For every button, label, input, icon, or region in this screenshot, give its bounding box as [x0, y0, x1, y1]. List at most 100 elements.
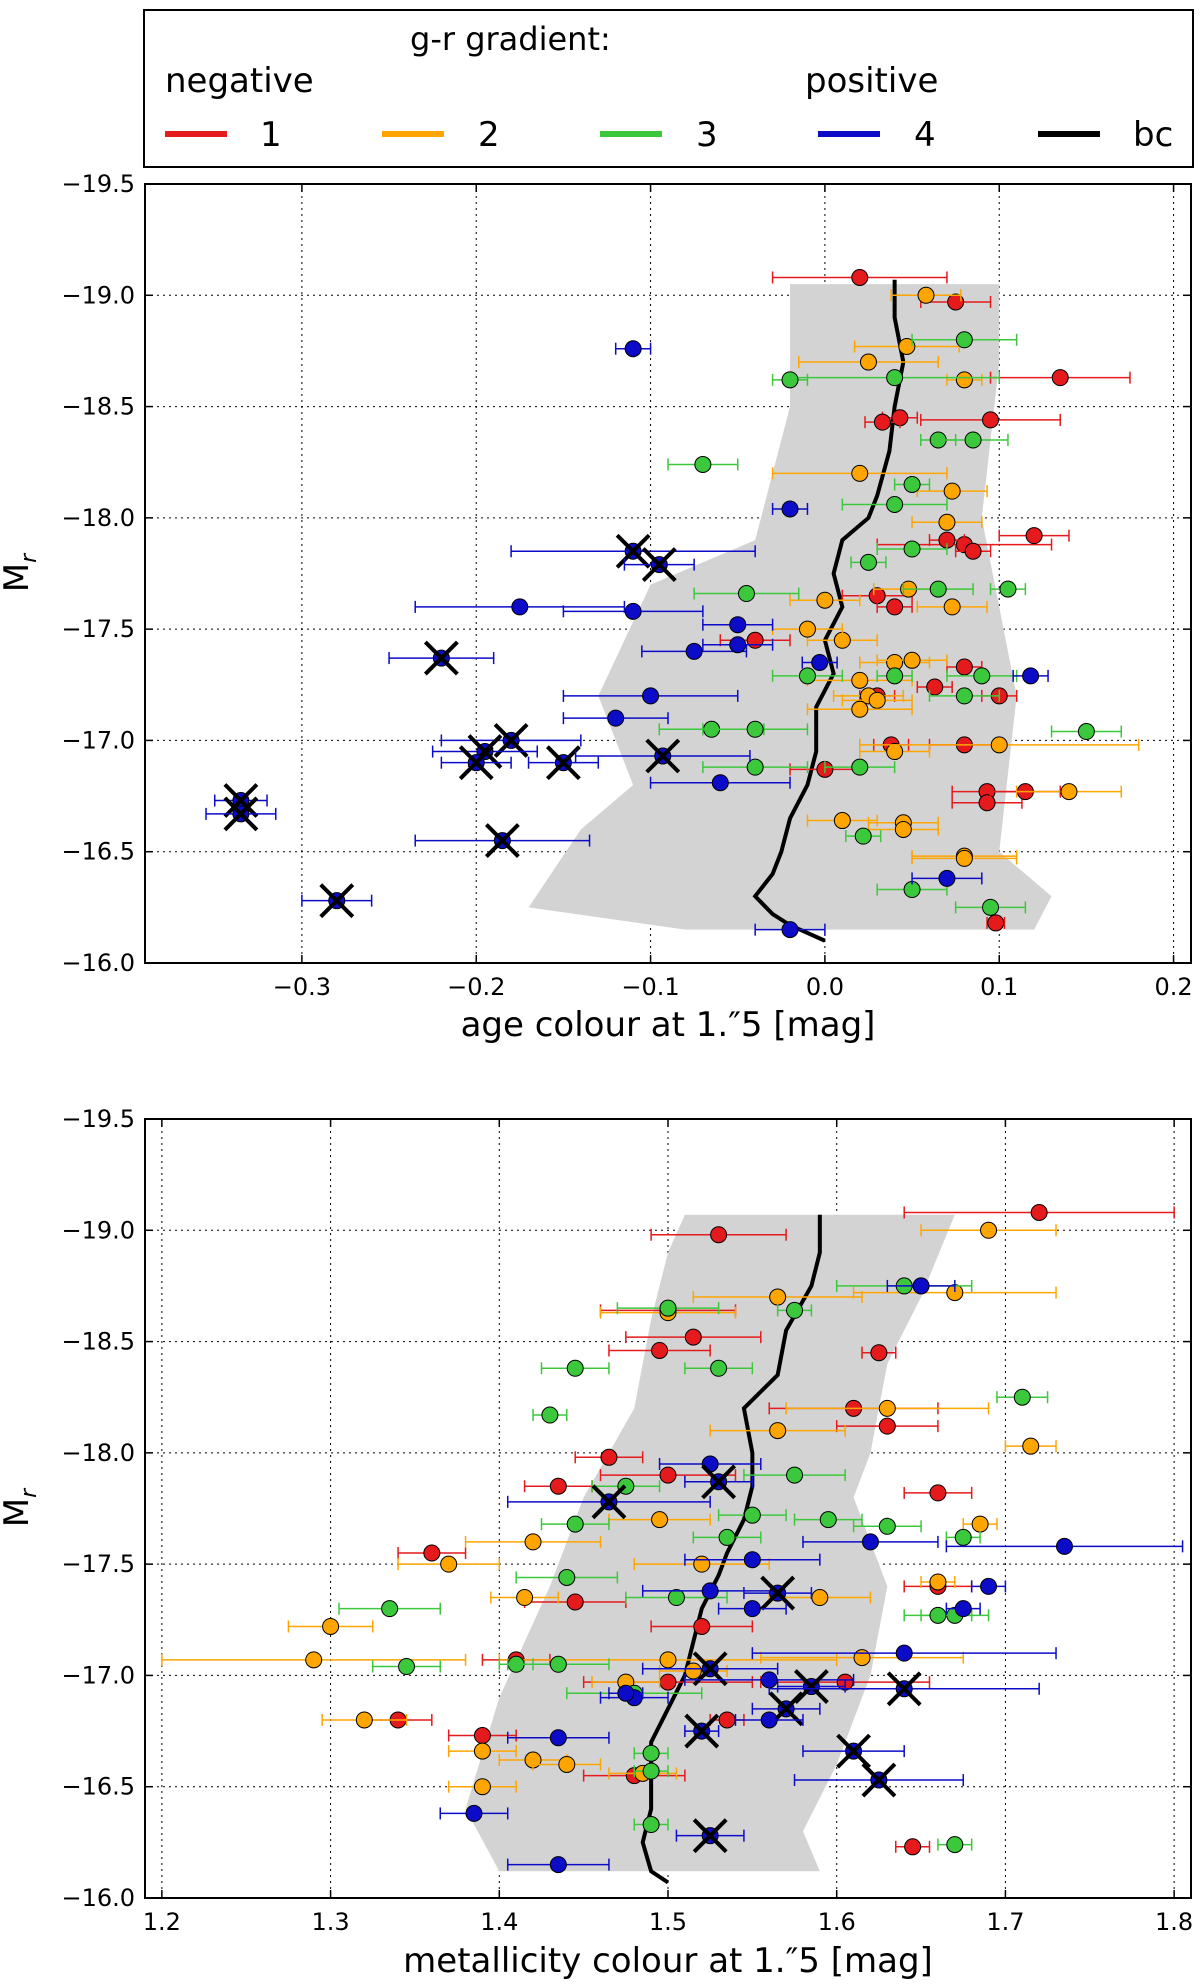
age-point-4: [729, 636, 747, 654]
age-point-2: [955, 849, 973, 867]
met-point-4: [743, 1551, 761, 1569]
legend-entry-2: 2: [382, 115, 500, 155]
met-series-3: [338, 1277, 1049, 1854]
age-point-2: [868, 691, 886, 709]
met-point-3: [642, 1744, 660, 1762]
age-cross-marker: [484, 823, 520, 858]
met-point-3: [549, 1655, 567, 1673]
age-bc-line: [752, 279, 906, 943]
age-point-3: [903, 475, 921, 493]
met-point-2: [980, 1221, 998, 1239]
met-ytick-label: −17.0: [61, 1661, 135, 1689]
met-point-1: [566, 1593, 584, 1611]
age-x-axis-label: age colour at 1.″5 [mag]: [461, 1005, 876, 1045]
age-point-3: [886, 369, 904, 387]
met-point-4: [549, 1729, 567, 1747]
age-point-1: [886, 598, 904, 616]
met-point-2: [473, 1742, 491, 1760]
age-cross-marker: [423, 640, 459, 676]
met-point-1: [693, 1617, 711, 1635]
met-point-2: [305, 1651, 323, 1669]
met-cross-marker: [684, 1713, 720, 1749]
age-point-2: [859, 353, 877, 371]
met-point-1: [549, 1477, 567, 1495]
legend-entry-4: 4: [818, 115, 936, 155]
met-point-3: [929, 1606, 947, 1624]
met-point-3: [946, 1836, 964, 1854]
age-point-2: [798, 620, 816, 638]
legend-label-1: 1: [260, 115, 282, 155]
age-point-2: [898, 337, 916, 355]
met-point-3: [786, 1301, 804, 1319]
age-point-3: [982, 898, 1000, 916]
met-point-1: [600, 1448, 618, 1466]
age-point-2: [833, 812, 851, 830]
met-point-2: [769, 1422, 787, 1440]
age-point-3: [851, 758, 869, 776]
met-ytick-label: −19.0: [61, 1216, 135, 1244]
panel-age: −0.3 −0.2 −0.1 0.0 0.1 0.2 −19.5 −19.0 −18.5 −18…: [0, 170, 1193, 1045]
met-point-3: [786, 1466, 804, 1484]
age-point-2: [903, 651, 921, 669]
met-xtick-label: 1.2: [143, 1908, 181, 1936]
met-xtick-label: 1.8: [1155, 1908, 1193, 1936]
met-point-4: [861, 1533, 879, 1551]
met-xticks: 1.2 1.3 1.4 1.5 1.6 1.7 1.8: [143, 1119, 1193, 1936]
met-point-1: [904, 1838, 922, 1856]
legend-label-3: 3: [696, 115, 718, 155]
met-point-2: [473, 1778, 491, 1796]
met-series: [161, 1203, 1184, 1874]
age-point-2: [851, 700, 869, 718]
age-point-1: [1025, 527, 1043, 545]
met-point-1: [659, 1673, 677, 1691]
met-point-1: [684, 1328, 702, 1346]
met-yticks: −19.5 −19.0 −18.5 −18.0 −17.5 −17.0 −16.5 −16.0: [61, 1105, 1191, 1912]
met-point-4: [895, 1644, 913, 1662]
age-point-2: [816, 591, 834, 609]
age-point-2: [917, 286, 935, 304]
age-point-4: [624, 340, 642, 358]
age-ytick-label: −18.0: [61, 504, 135, 532]
met-ytick-label: −17.5: [61, 1550, 135, 1578]
age-cross-marker: [641, 547, 677, 583]
met-point-2: [684, 1662, 702, 1680]
age-point-1: [851, 268, 869, 286]
met-point-3: [878, 1517, 896, 1535]
age-xtick-label: 0.1: [980, 973, 1018, 1001]
age-cross-marker: [458, 745, 494, 781]
age-point-1: [982, 411, 1000, 429]
age-point-1: [746, 631, 764, 649]
met-point-4: [743, 1600, 761, 1618]
age-point-4: [781, 921, 799, 939]
age-point-4: [711, 774, 729, 792]
met-point-1: [929, 1484, 947, 1502]
met-point-4: [701, 1582, 719, 1600]
legend-label-2: 2: [478, 115, 500, 155]
age-ytick-label: −17.0: [61, 726, 135, 754]
met-point-3: [566, 1359, 584, 1377]
age-point-4: [511, 598, 529, 616]
met-point-3: [743, 1506, 761, 1524]
age-point-3: [964, 431, 982, 449]
age-point-1: [987, 914, 1005, 932]
legend-positive-label: positive: [805, 61, 938, 101]
met-ytick-label: −18.0: [61, 1439, 135, 1467]
age-point-2: [990, 736, 1008, 754]
age-point-1: [978, 794, 996, 812]
met-xtick-label: 1.3: [311, 1908, 349, 1936]
age-point-2: [851, 671, 869, 689]
age-plot-area: [205, 268, 1140, 943]
age-series-2: [771, 286, 1140, 867]
age-point-2: [851, 464, 869, 482]
age-point-3: [694, 455, 712, 473]
met-point-2: [811, 1589, 829, 1607]
age-point-1: [873, 413, 891, 431]
age-xtick-label: 0.2: [1154, 973, 1192, 1001]
met-point-2: [878, 1399, 896, 1417]
age-point-4: [938, 869, 956, 887]
legend: g-r gradient: negative positive 1 2 3 4 …: [143, 9, 1194, 168]
met-point-4: [549, 1856, 567, 1874]
met-series-4: [439, 1277, 1184, 1874]
age-point-2: [943, 482, 961, 500]
